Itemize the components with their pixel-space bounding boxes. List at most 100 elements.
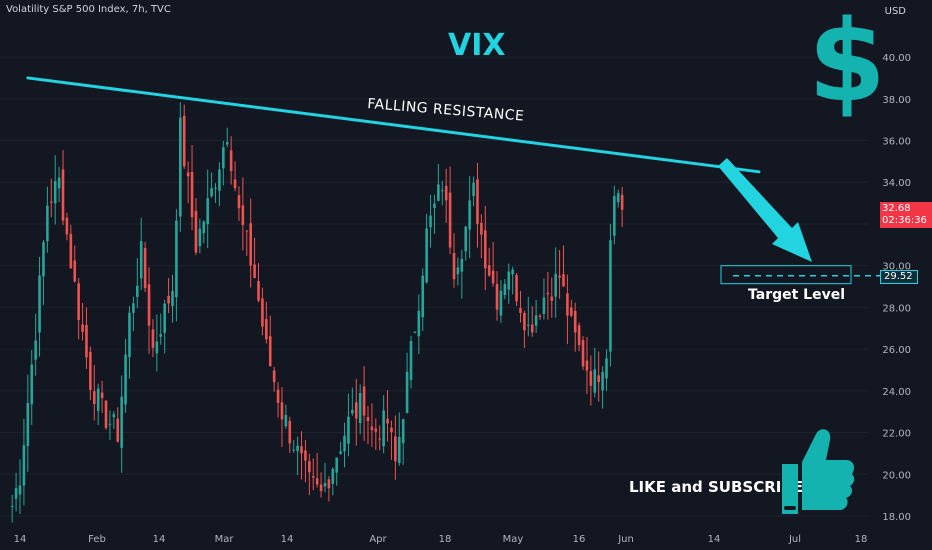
candle-body <box>378 438 382 440</box>
candle-body <box>499 290 503 316</box>
x-tick-label: 16 <box>573 534 586 545</box>
candle-body <box>61 169 65 221</box>
candle-body <box>581 340 585 367</box>
candle-body <box>257 281 260 301</box>
y-tick-label: 24.00 <box>882 387 911 398</box>
candle-body <box>429 215 432 228</box>
candle-body <box>487 265 491 276</box>
x-tick-label: 18 <box>439 534 452 545</box>
candle-body <box>92 391 96 404</box>
candle-body <box>440 190 444 192</box>
candle-body <box>464 226 468 252</box>
candle-body <box>323 483 327 487</box>
candle-body <box>503 283 507 296</box>
candle-body <box>452 252 456 280</box>
candle-body <box>351 409 354 414</box>
candle-body <box>96 388 100 411</box>
candle-body <box>171 290 174 307</box>
candle-body <box>401 419 405 444</box>
candle-body <box>108 423 112 425</box>
candle-body <box>229 150 233 172</box>
candle-body <box>163 303 166 333</box>
candle-body <box>437 184 440 201</box>
y-tick-label: 30.00 <box>882 262 911 273</box>
candle-body <box>538 315 542 317</box>
candle-body <box>296 445 299 452</box>
candle-body <box>546 292 550 295</box>
candle-body <box>511 269 514 275</box>
candle-body <box>558 275 561 278</box>
candle-body <box>22 445 26 486</box>
candle-body <box>147 284 151 326</box>
candle-body <box>397 436 401 464</box>
candle-body <box>530 324 534 333</box>
candle-body <box>49 201 53 203</box>
candle-body <box>519 308 522 314</box>
candle-body <box>128 312 131 358</box>
candle-body <box>444 185 448 201</box>
candle-body <box>104 400 108 428</box>
candle-body <box>77 283 80 320</box>
candle-body <box>394 436 397 462</box>
candle-body <box>327 479 331 489</box>
candle-body <box>100 392 104 398</box>
candle-body <box>132 303 135 313</box>
candle-body <box>112 414 116 418</box>
candle-body <box>527 324 530 326</box>
candle-body <box>175 220 178 298</box>
candle-body <box>620 194 624 210</box>
y-tick-label: 38.00 <box>882 95 911 106</box>
candle-body <box>139 241 143 279</box>
x-tick-label: 18 <box>855 534 868 545</box>
candle-body <box>300 446 303 454</box>
candle-body <box>315 478 319 485</box>
candle-body <box>605 358 608 379</box>
candle-body <box>495 283 499 310</box>
candle-body <box>523 312 526 331</box>
x-tick-label: 14 <box>14 534 27 545</box>
candle-body <box>292 449 295 451</box>
y-tick-label: 36.00 <box>882 137 911 148</box>
x-tick-label: May <box>503 534 524 545</box>
candle-body <box>14 488 18 500</box>
dollar-icon: $ <box>808 0 886 127</box>
candle-body <box>167 295 170 304</box>
candle-body <box>222 147 225 169</box>
candle-body <box>390 427 393 433</box>
candle-body <box>405 371 409 414</box>
candle-body <box>304 450 307 461</box>
y-tick-label: 20.00 <box>882 470 911 481</box>
y-tick-label: 40.00 <box>882 53 911 64</box>
candle-body <box>280 402 284 420</box>
candle-body <box>448 192 452 248</box>
candle-body <box>179 117 182 217</box>
candle-body <box>358 393 362 424</box>
x-tick-label: Apr <box>369 534 387 545</box>
thumbs-up-icon[interactable] <box>776 424 856 520</box>
candle-body <box>233 179 237 189</box>
candle-body <box>542 297 546 314</box>
candle-body <box>343 435 346 452</box>
candle-body <box>472 182 475 197</box>
candle-body <box>601 372 604 391</box>
x-tick-label: 14 <box>153 534 166 545</box>
candle-body <box>288 420 292 444</box>
candle-body <box>284 415 288 427</box>
candle-body <box>124 354 127 405</box>
last-price-value: 32.68 <box>882 203 911 214</box>
target-zone-box <box>720 265 852 285</box>
y-tick-label: 18.00 <box>882 512 911 523</box>
candle-body <box>577 325 581 346</box>
candle-body <box>550 296 554 301</box>
candle-body <box>491 270 495 284</box>
candle-body <box>53 180 57 204</box>
target-level-label: Target Level <box>748 287 846 303</box>
x-tick-label: Feb <box>88 534 106 545</box>
candle-body <box>331 469 335 484</box>
x-tick-label: 14 <box>708 534 721 545</box>
candle-body <box>366 417 370 422</box>
candle-body <box>433 203 436 209</box>
x-tick-label: Jun <box>617 534 634 545</box>
